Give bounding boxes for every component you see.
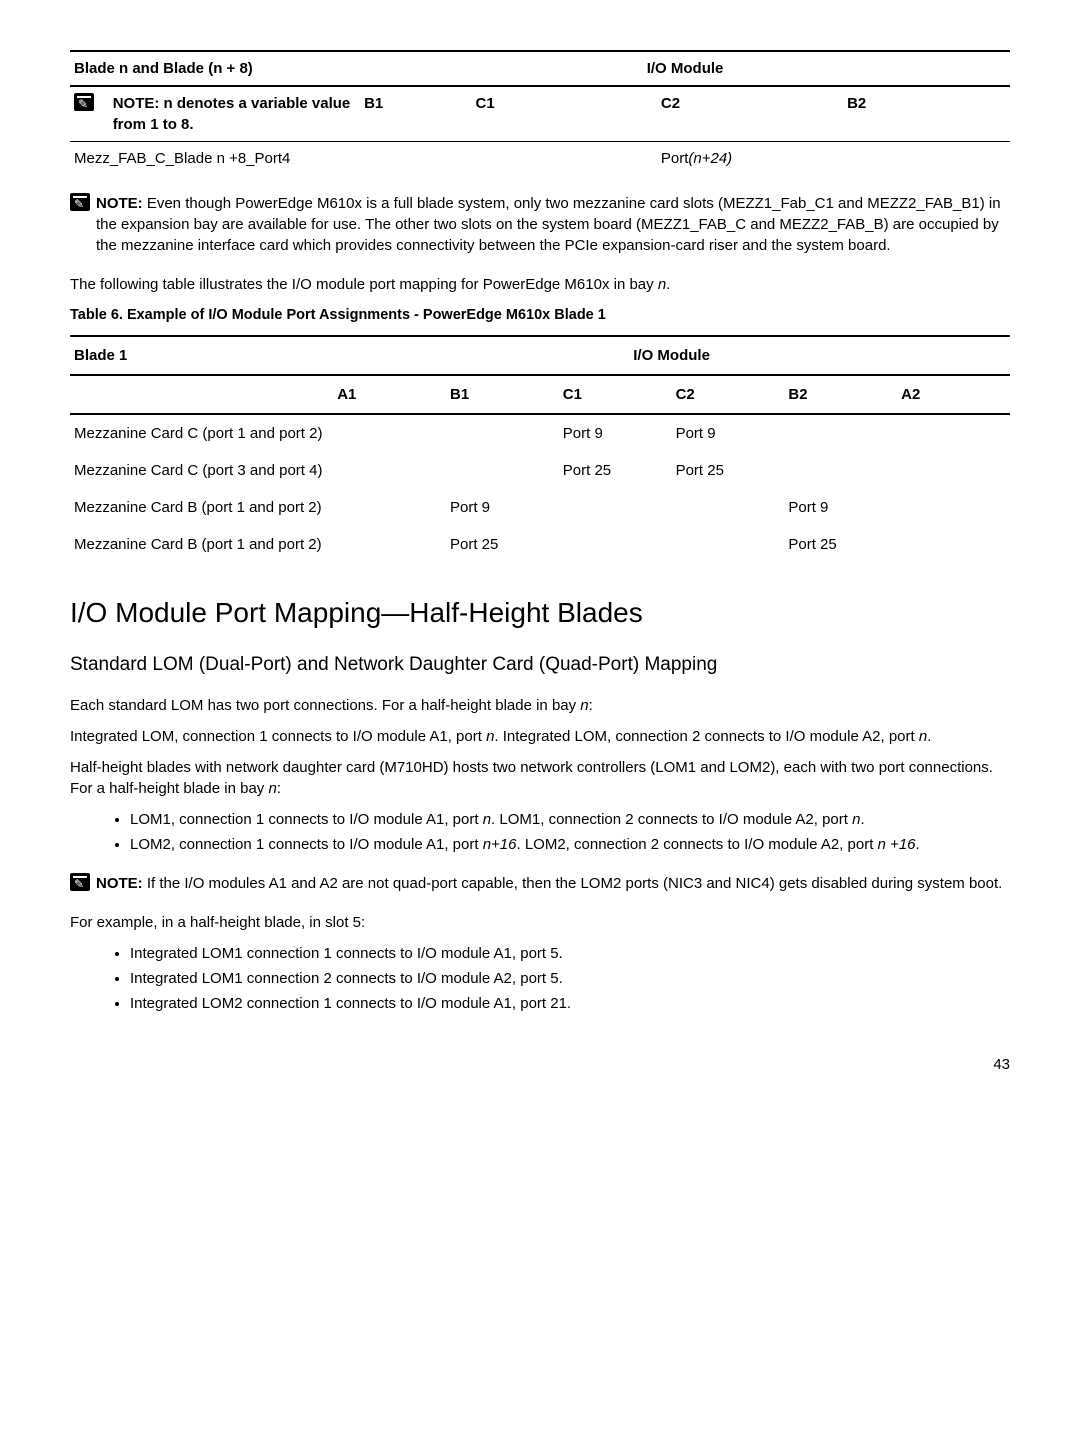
note-block-2: NOTE: If the I/O modules A1 and A2 are n…: [70, 873, 1010, 894]
list-item: LOM1, connection 1 connects to I/O modul…: [130, 809, 1010, 830]
list-item: Integrated LOM2 connection 1 connects to…: [130, 993, 1010, 1014]
bullets-1: LOM1, connection 1 connects to I/O modul…: [130, 809, 1010, 855]
col-b2: B2: [843, 86, 1010, 142]
t6-col-c1: C1: [559, 375, 672, 414]
col-c1: C1: [471, 86, 656, 142]
table-row: Mezzanine Card C (port 3 and port 4) Por…: [70, 452, 1010, 489]
t6-col-b2: B2: [784, 375, 897, 414]
t6-right-header: I/O Module: [333, 336, 1010, 375]
table6: Blade 1 I/O Module A1 B1 C1 C2 B2 A2 Mez…: [70, 335, 1010, 563]
para-3: Half-height blades with network daughter…: [70, 757, 1010, 799]
para-1: Each standard LOM has two port connectio…: [70, 695, 1010, 716]
col-c2: C2: [657, 86, 843, 142]
t6-col-a1: A1: [333, 375, 446, 414]
t6-col-b1: B1: [446, 375, 559, 414]
subsection-title: Standard LOM (Dual-Port) and Network Dau…: [70, 652, 1010, 679]
list-item: Integrated LOM1 connection 2 connects to…: [130, 968, 1010, 989]
para-2: Integrated LOM, connection 1 connects to…: [70, 726, 1010, 747]
intro-line: The following table illustrates the I/O …: [70, 274, 1010, 295]
section-title: I/O Module Port Mapping—Half-Height Blad…: [70, 593, 1010, 632]
top-left-header: Blade n and Blade (n + 8): [70, 51, 360, 86]
note-text: NOTE: Even though PowerEdge M610x is a f…: [96, 193, 1010, 256]
col-b1: B1: [360, 86, 471, 142]
top-note-label: NOTE: n denotes a variable value from 1 …: [113, 95, 351, 133]
list-item: Integrated LOM1 connection 1 connects to…: [130, 943, 1010, 964]
top-io-table: Blade n and Blade (n + 8) I/O Module NOT…: [70, 50, 1010, 175]
bullets-2: Integrated LOM1 connection 1 connects to…: [130, 943, 1010, 1014]
note-icon: [70, 193, 90, 211]
top-row-val: Port(n+24): [657, 142, 843, 176]
table-row: Mezzanine Card B (port 1 and port 2) Por…: [70, 489, 1010, 526]
list-item: LOM2, connection 1 connects to I/O modul…: [130, 834, 1010, 855]
top-row-label: Mezz_FAB_C_Blade n +8_Port4: [70, 142, 360, 176]
t6-col-c2: C2: [672, 375, 785, 414]
page-number: 43: [70, 1054, 1010, 1075]
note-icon: [70, 873, 90, 891]
para-4: For example, in a half-height blade, in …: [70, 912, 1010, 933]
note-icon: [74, 93, 94, 111]
t6-col-a2: A2: [897, 375, 1010, 414]
note-text: NOTE: If the I/O modules A1 and A2 are n…: [96, 873, 1010, 894]
note-block-1: NOTE: Even though PowerEdge M610x is a f…: [70, 193, 1010, 256]
top-right-header: I/O Module: [360, 51, 1010, 86]
t6-left-header: Blade 1: [70, 336, 333, 375]
table-row: Mezzanine Card B (port 1 and port 2) Por…: [70, 526, 1010, 563]
table-row: Mezzanine Card C (port 1 and port 2) Por…: [70, 414, 1010, 452]
table6-title: Table 6. Example of I/O Module Port Assi…: [70, 305, 1010, 325]
